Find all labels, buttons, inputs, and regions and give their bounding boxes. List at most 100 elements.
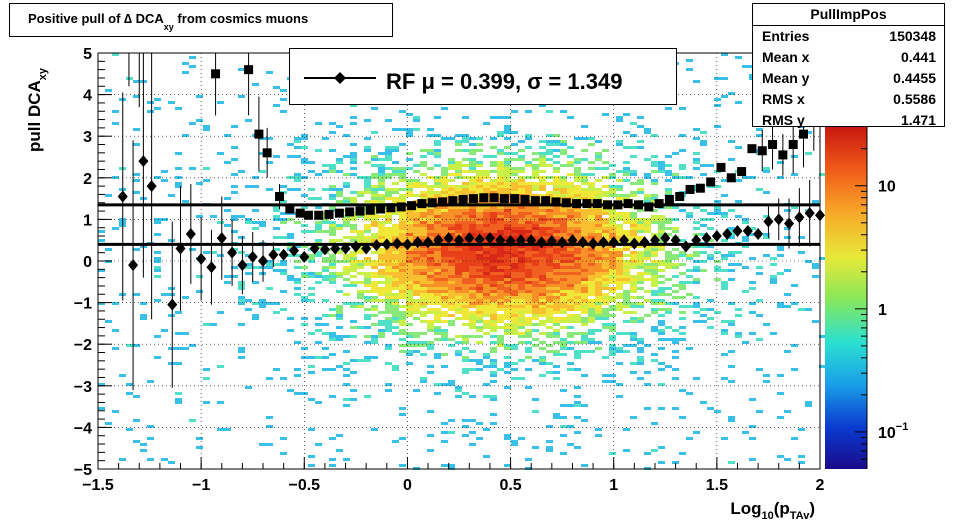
heatmap-cell xyxy=(490,320,497,323)
heatmap-cell xyxy=(140,317,147,320)
heatmap-cell xyxy=(462,368,469,371)
heatmap-cell xyxy=(665,218,672,221)
heatmap-cell xyxy=(567,263,574,266)
heatmap-cell xyxy=(371,191,378,194)
heatmap-cell xyxy=(238,95,245,98)
heatmap-cell xyxy=(441,431,448,434)
heatmap-cell xyxy=(658,323,665,326)
heatmap-cell xyxy=(371,239,378,242)
heatmap-cell xyxy=(399,320,406,323)
heatmap-cell xyxy=(637,278,644,281)
heatmap-cell xyxy=(581,197,588,200)
heatmap-cell xyxy=(609,230,616,233)
heatmap-cell xyxy=(476,173,483,176)
heatmap-cell xyxy=(742,245,749,248)
heatmap-cell xyxy=(280,221,287,224)
heatmap-cell xyxy=(770,275,777,278)
heatmap-cell xyxy=(658,362,665,365)
heatmap-cell xyxy=(329,260,336,263)
heatmap-cell xyxy=(518,170,525,173)
heatmap-cell xyxy=(511,332,518,335)
heatmap-cell xyxy=(476,263,483,266)
heatmap-cell xyxy=(413,350,420,353)
heatmap-cell xyxy=(427,323,434,326)
heatmap-cell xyxy=(357,296,364,299)
heatmap-cell xyxy=(406,299,413,302)
heatmap-cell xyxy=(728,251,735,254)
heatmap-cell xyxy=(525,320,532,323)
heatmap-cell xyxy=(644,407,651,410)
heatmap-cell xyxy=(602,272,609,275)
heatmap-cell xyxy=(644,128,651,131)
heatmap-cell xyxy=(539,185,546,188)
heatmap-cell xyxy=(525,275,532,278)
heatmap-cell xyxy=(539,170,546,173)
sigma-point xyxy=(613,200,623,210)
heatmap-cell xyxy=(588,143,595,146)
x-tick-label: 1 xyxy=(609,477,618,494)
heatmap-cell xyxy=(693,377,700,380)
heatmap-cell xyxy=(154,107,161,110)
heatmap-cell xyxy=(539,182,546,185)
heatmap-cell xyxy=(385,266,392,269)
heatmap-cell xyxy=(441,239,448,242)
y-axis-label: pull DCAxy xyxy=(25,67,49,152)
heatmap-cell xyxy=(525,347,532,350)
heatmap-cell xyxy=(476,206,483,209)
heatmap-cell xyxy=(630,332,637,335)
heatmap-cell xyxy=(406,308,413,311)
heatmap-cell xyxy=(518,317,525,320)
heatmap-cell xyxy=(441,206,448,209)
heatmap-cell xyxy=(98,239,105,242)
heatmap-cell xyxy=(392,302,399,305)
heatmap-cell xyxy=(763,215,770,218)
heatmap-cell xyxy=(630,206,637,209)
heatmap-cell xyxy=(560,425,567,428)
heatmap-cell xyxy=(105,194,112,197)
heatmap-cell xyxy=(434,392,441,395)
heatmap-cell xyxy=(378,251,385,254)
heatmap-cell xyxy=(399,278,406,281)
heatmap-cell xyxy=(812,266,819,269)
heatmap-cell xyxy=(343,350,350,353)
heatmap-cell xyxy=(434,332,441,335)
heatmap-cell xyxy=(350,281,357,284)
heatmap-cell xyxy=(532,308,539,311)
heatmap-cell xyxy=(616,263,623,266)
heatmap-cell xyxy=(455,185,462,188)
heatmap-cell xyxy=(350,398,357,401)
heatmap-cell xyxy=(602,221,609,224)
heatmap-cell xyxy=(322,137,329,140)
heatmap-cell xyxy=(525,176,532,179)
heatmap-cell xyxy=(588,272,595,275)
heatmap-cell xyxy=(525,215,532,218)
heatmap-cell xyxy=(658,215,665,218)
heatmap-cell xyxy=(623,263,630,266)
heatmap-cell xyxy=(553,281,560,284)
heatmap-cell xyxy=(574,275,581,278)
heatmap-cell xyxy=(574,317,581,320)
heatmap-cell xyxy=(448,245,455,248)
heatmap-cell xyxy=(469,137,476,140)
heatmap-cell xyxy=(721,332,728,335)
heatmap-cell xyxy=(672,152,679,155)
heatmap-cell xyxy=(511,320,518,323)
heatmap-cell xyxy=(700,245,707,248)
heatmap-cell xyxy=(728,92,735,95)
heatmap-cell xyxy=(735,215,742,218)
heatmap-cell xyxy=(511,257,518,260)
heatmap-cell xyxy=(455,233,462,236)
heatmap-cell xyxy=(665,302,672,305)
heatmap-cell xyxy=(679,272,686,275)
heatmap-cell xyxy=(574,167,581,170)
heatmap-cell xyxy=(539,266,546,269)
heatmap-cell xyxy=(364,299,371,302)
heatmap-cell xyxy=(406,212,413,215)
heatmap-cell xyxy=(763,380,770,383)
heatmap-cell xyxy=(728,461,735,464)
heatmap-cell xyxy=(644,383,651,386)
heatmap-cell xyxy=(154,251,161,254)
heatmap-cell xyxy=(483,221,490,224)
heatmap-cell xyxy=(546,248,553,251)
sigma-point xyxy=(314,210,324,220)
